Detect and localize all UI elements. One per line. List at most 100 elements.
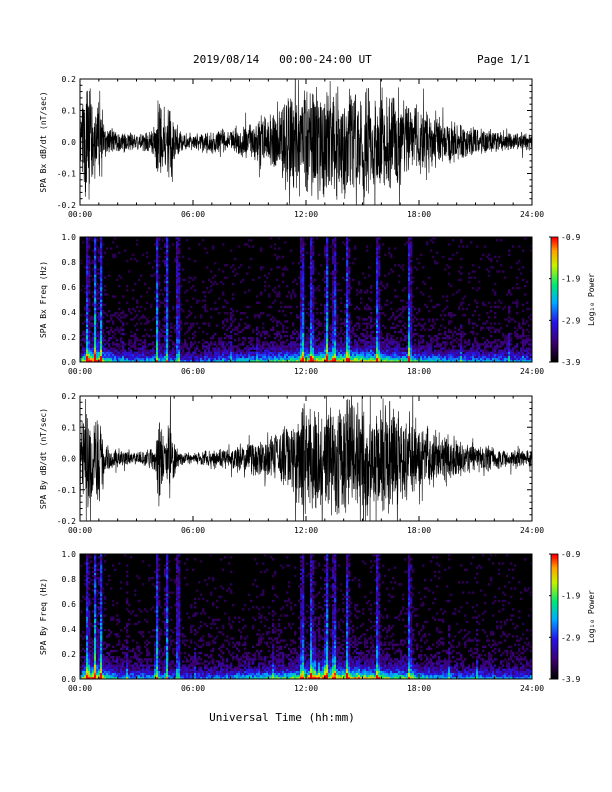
spectrogram-cell bbox=[390, 268, 393, 271]
spectrogram-cell bbox=[196, 345, 199, 348]
spectrogram-cell bbox=[504, 357, 507, 361]
spectrogram-cell bbox=[326, 272, 329, 275]
spectrogram-cell bbox=[162, 239, 165, 242]
spectrogram-cell bbox=[388, 272, 391, 275]
spectrogram-cell bbox=[366, 353, 369, 357]
spectrogram-cell bbox=[94, 351, 97, 354]
spectrogram-cell bbox=[376, 284, 379, 288]
spectrogram-cell bbox=[102, 322, 105, 325]
spectrogram-cell bbox=[408, 247, 411, 250]
spectrogram-cell bbox=[522, 334, 525, 338]
spectrogram-cell bbox=[86, 289, 89, 292]
spectrogram-cell bbox=[240, 357, 243, 361]
spectrogram-cell bbox=[100, 337, 103, 340]
spectrogram-cell bbox=[356, 357, 359, 361]
spectrogram-cell bbox=[138, 278, 141, 282]
spectrogram-cell bbox=[452, 355, 455, 359]
spectrogram-cell bbox=[152, 274, 155, 277]
spectrogram-cell bbox=[468, 318, 471, 321]
spectrogram-cell bbox=[278, 266, 281, 269]
spectrogram-cell bbox=[378, 328, 381, 332]
spectrogram-cell bbox=[526, 301, 529, 304]
spectrogram-cell bbox=[410, 334, 413, 338]
spectrogram-cell bbox=[204, 349, 207, 352]
spectrogram-cell bbox=[408, 245, 411, 248]
spectrogram-cell bbox=[346, 316, 349, 319]
spectrogram-cell bbox=[510, 351, 513, 354]
spectrogram-cell bbox=[378, 291, 381, 294]
spectrogram-cell bbox=[162, 330, 165, 334]
spectrogram-cell bbox=[334, 247, 337, 250]
spectrogram-cell bbox=[490, 326, 493, 329]
spectrogram-cell bbox=[442, 359, 445, 363]
spectrogram-cell bbox=[166, 353, 169, 357]
spectrogram-cell bbox=[180, 328, 183, 332]
spectrogram-cell bbox=[496, 357, 499, 361]
spectrogram-cell bbox=[220, 345, 223, 348]
spectrogram-cell bbox=[84, 658, 87, 661]
spectrogram-cell bbox=[156, 289, 159, 292]
spectrogram-cell bbox=[246, 305, 249, 309]
spectrogram-cell bbox=[302, 249, 305, 252]
spectrogram-cell bbox=[178, 307, 181, 311]
spectrogram-cell bbox=[360, 345, 363, 348]
colorbar-swatch bbox=[551, 324, 558, 327]
spectrogram-cell bbox=[334, 268, 337, 271]
colorbar-tick-label: -3.9 bbox=[561, 358, 580, 367]
spectrogram-cell bbox=[100, 351, 103, 354]
colorbar-swatch bbox=[551, 322, 558, 325]
spectrogram-cell bbox=[318, 359, 321, 363]
spectrogram-cell bbox=[236, 359, 239, 363]
spectrogram-cell bbox=[444, 359, 447, 363]
spectrogram-cell bbox=[252, 245, 255, 248]
spectrogram-cell bbox=[410, 266, 413, 269]
spectrogram-cell bbox=[268, 314, 271, 317]
spectrogram-cell bbox=[350, 337, 353, 340]
spectrogram-cell bbox=[132, 345, 135, 348]
spectrogram-cell bbox=[176, 351, 179, 354]
spectrogram-cell bbox=[372, 347, 375, 350]
spectrogram-cell bbox=[112, 357, 115, 361]
spectrogram-cell bbox=[300, 295, 303, 298]
spectrogram-cell bbox=[218, 339, 221, 342]
spectrogram-cell bbox=[302, 337, 305, 340]
spectrogram-cell bbox=[202, 239, 205, 242]
spectrogram-cell bbox=[228, 359, 231, 363]
spectrogram-cell bbox=[264, 332, 267, 336]
spectrogram-cell bbox=[300, 355, 303, 359]
spectrogram-cell bbox=[268, 347, 271, 350]
spectrogram-cell bbox=[354, 245, 357, 248]
spectrogram-cell bbox=[440, 347, 443, 350]
spectrogram-cell bbox=[230, 355, 233, 359]
spectrogram-cell bbox=[406, 355, 409, 359]
spectrogram-cell bbox=[348, 337, 351, 340]
spectrogram-cell bbox=[148, 262, 151, 265]
spectrogram-cell bbox=[516, 355, 519, 359]
spectrogram-cell bbox=[254, 353, 257, 357]
spectrogram-cell bbox=[168, 349, 171, 352]
spectrogram-cell bbox=[402, 353, 405, 357]
spectrogram-cell bbox=[194, 347, 197, 350]
spectrogram-cell bbox=[346, 297, 349, 300]
spectrogram-cell bbox=[406, 359, 409, 363]
spectrogram-cell bbox=[86, 330, 89, 334]
spectrogram-cell bbox=[528, 330, 531, 334]
spectrogram-cell bbox=[228, 345, 231, 348]
spectrogram-cell bbox=[322, 278, 325, 282]
spectrogram-cell bbox=[86, 649, 89, 653]
spectrogram-cell bbox=[114, 312, 117, 315]
spectrogram-cell bbox=[274, 299, 277, 302]
spectrogram-cell bbox=[376, 282, 379, 286]
spectrogram-cell bbox=[356, 328, 359, 332]
spectrogram-cell bbox=[348, 297, 351, 300]
spectrogram-cell bbox=[100, 253, 103, 257]
spectrogram-cell bbox=[176, 353, 179, 357]
spectrogram-cell bbox=[496, 328, 499, 332]
spectrogram-cell bbox=[86, 618, 89, 621]
spectrogram-cell bbox=[506, 353, 509, 357]
spectrogram-cell bbox=[310, 309, 313, 313]
spectrogram-cell bbox=[178, 309, 181, 313]
spectrogram-cell bbox=[110, 247, 113, 250]
spectrogram-cell bbox=[374, 357, 377, 361]
spectrogram-cell bbox=[376, 309, 379, 313]
